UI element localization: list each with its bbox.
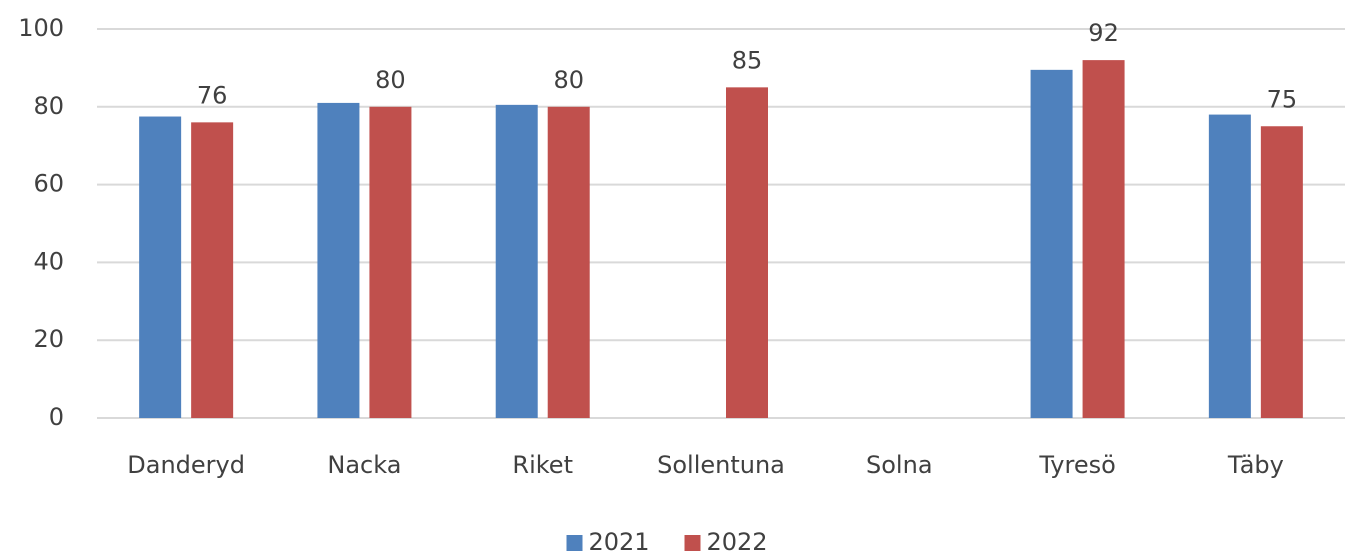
legend-swatch — [566, 535, 583, 551]
x-tick-label: Danderyd — [127, 451, 245, 479]
bar — [317, 102, 360, 418]
y-tick-label: 0 — [49, 403, 64, 431]
bar — [1082, 60, 1125, 419]
bar — [139, 116, 182, 419]
data-label: 80 — [553, 66, 584, 94]
x-tick-label: Tyresö — [1038, 451, 1115, 479]
bar — [1030, 69, 1073, 418]
legend-swatch — [684, 535, 701, 551]
x-tick-label: Sollentuna — [657, 451, 785, 479]
y-tick-label: 100 — [18, 14, 64, 42]
bar — [547, 106, 590, 419]
legend-label: 2021 — [589, 528, 650, 555]
data-label: 75 — [1267, 85, 1298, 113]
y-tick-label: 60 — [33, 170, 64, 198]
y-tick-label: 80 — [33, 92, 64, 120]
data-label: 92 — [1088, 19, 1119, 47]
x-tick-label: Solna — [866, 451, 933, 479]
bar — [495, 104, 538, 418]
bar — [726, 87, 768, 418]
data-label: 80 — [375, 66, 406, 94]
x-tick-label: Täby — [1227, 451, 1284, 479]
data-label: 85 — [732, 46, 763, 74]
bar — [1260, 126, 1303, 418]
y-tick-label: 40 — [33, 247, 64, 275]
bar — [1208, 114, 1251, 418]
x-tick-label: Riket — [512, 451, 573, 479]
bar — [191, 122, 234, 419]
y-tick-label: 20 — [33, 325, 64, 353]
x-tick-label: Nacka — [327, 451, 401, 479]
data-label: 76 — [197, 81, 228, 109]
legend-label: 2022 — [707, 528, 768, 555]
bar — [369, 106, 412, 419]
